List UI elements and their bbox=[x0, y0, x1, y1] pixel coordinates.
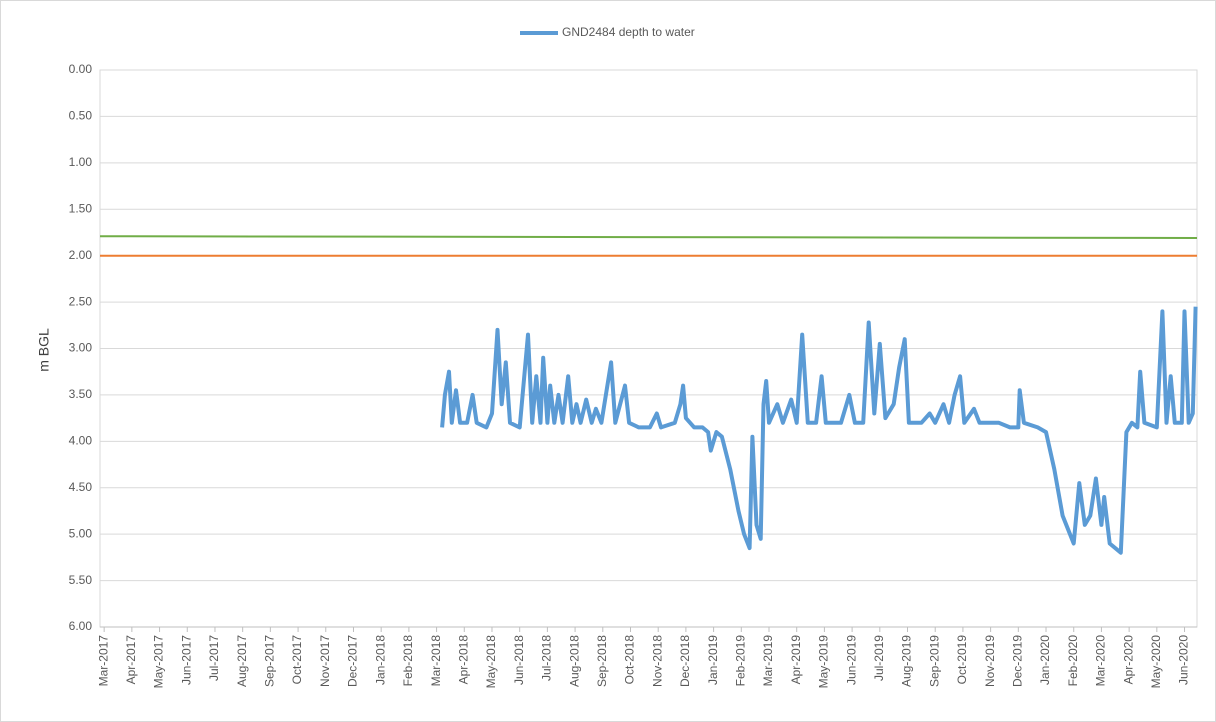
x-tick-label: May-2017 bbox=[152, 635, 166, 689]
x-tick-label: Apr-2020 bbox=[1121, 635, 1135, 685]
x-tick-label: Mar-2018 bbox=[429, 635, 443, 687]
y-tick-label: 1.50 bbox=[69, 201, 93, 215]
x-tick-label: Mar-2019 bbox=[761, 635, 775, 687]
y-tick-label: 5.00 bbox=[69, 526, 93, 540]
x-tick-label: Nov-2017 bbox=[318, 635, 332, 687]
x-tick-label: Jun-2019 bbox=[844, 635, 858, 685]
y-tick-label: 0.00 bbox=[69, 62, 93, 76]
x-tick-label: Mar-2017 bbox=[96, 635, 110, 687]
x-tick-label: Feb-2020 bbox=[1066, 635, 1080, 687]
x-tick-label: May-2019 bbox=[817, 635, 831, 689]
x-tick-label: Aug-2017 bbox=[235, 635, 249, 687]
x-tick-label: Feb-2018 bbox=[401, 635, 415, 687]
x-tick-label: Sep-2019 bbox=[927, 635, 941, 687]
x-tick-label: Oct-2018 bbox=[623, 635, 637, 685]
x-tick-label: Apr-2019 bbox=[789, 635, 803, 685]
y-tick-label: 2.00 bbox=[69, 248, 93, 262]
x-tick-label: May-2020 bbox=[1149, 635, 1163, 689]
x-tick-label: Jul-2019 bbox=[872, 635, 886, 681]
x-tick-label: Dec-2018 bbox=[678, 635, 692, 687]
series-line bbox=[99, 235, 1198, 239]
x-tick-label: Jan-2020 bbox=[1038, 635, 1052, 685]
x-tick-label: Sep-2017 bbox=[263, 635, 277, 687]
y-tick-label: 0.50 bbox=[69, 109, 93, 123]
y-tick-label: 4.50 bbox=[69, 480, 93, 494]
x-tick-label: Aug-2019 bbox=[900, 635, 914, 687]
x-tick-label: Jul-2018 bbox=[540, 635, 554, 681]
x-tick-label: Feb-2019 bbox=[733, 635, 747, 687]
x-tick-label: May-2018 bbox=[484, 635, 498, 689]
x-tick-label: Jul-2017 bbox=[207, 635, 221, 681]
y-tick-label: 5.50 bbox=[69, 573, 93, 587]
x-tick-label: Nov-2018 bbox=[650, 635, 664, 687]
x-tick-label: Aug-2018 bbox=[567, 635, 581, 687]
x-tick-label: Sep-2018 bbox=[595, 635, 609, 687]
x-tick-label: Apr-2017 bbox=[124, 635, 138, 685]
x-tick-label: Jun-2017 bbox=[179, 635, 193, 685]
x-tick-label: Mar-2020 bbox=[1094, 635, 1108, 687]
x-tick-label: Dec-2019 bbox=[1010, 635, 1024, 687]
y-tick-label: 4.00 bbox=[69, 434, 93, 448]
y-tick-label: 3.00 bbox=[69, 341, 93, 355]
series-line bbox=[440, 306, 1198, 555]
y-tick-label: 6.00 bbox=[69, 619, 93, 633]
y-tick-label: 3.50 bbox=[69, 387, 93, 401]
x-tick-label: Oct-2017 bbox=[290, 635, 304, 685]
x-tick-label: Jun-2020 bbox=[1177, 635, 1191, 685]
x-tick-label: Apr-2018 bbox=[456, 635, 470, 685]
x-tick-label: Dec-2017 bbox=[346, 635, 360, 687]
y-tick-label: 2.50 bbox=[69, 294, 93, 308]
x-tick-label: Oct-2019 bbox=[955, 635, 969, 685]
x-tick-label: Jan-2019 bbox=[706, 635, 720, 685]
legend-label: GND2484 depth to water bbox=[562, 25, 695, 39]
x-tick-label: Nov-2019 bbox=[983, 635, 997, 687]
x-tick-label: Jan-2018 bbox=[373, 635, 387, 685]
y-tick-label: 1.00 bbox=[69, 155, 93, 169]
x-tick-label: Jun-2018 bbox=[512, 635, 526, 685]
y-axis-label: m BGL bbox=[36, 328, 52, 372]
